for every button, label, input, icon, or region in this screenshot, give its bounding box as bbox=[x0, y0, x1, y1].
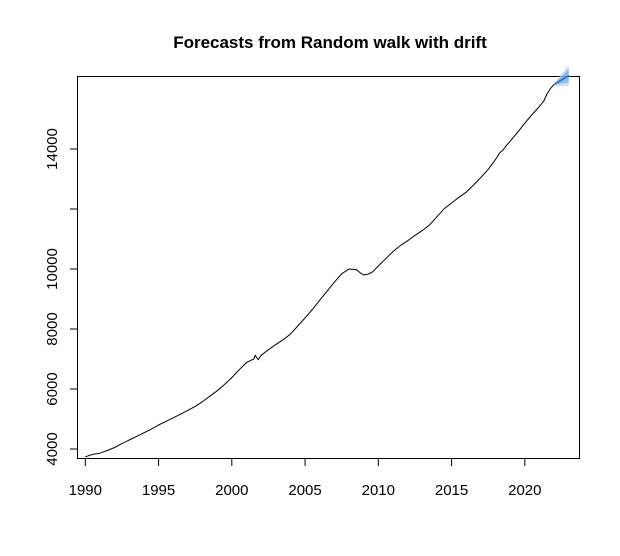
x-tick-label: 2005 bbox=[288, 482, 321, 499]
forecast-intervals bbox=[553, 65, 570, 86]
forecast-mean-line bbox=[553, 74, 570, 86]
series-group bbox=[85, 84, 555, 458]
x-tick-label: 2000 bbox=[215, 482, 248, 499]
x-tick-label: 2015 bbox=[435, 482, 468, 499]
y-tick-label: 4000 bbox=[44, 432, 61, 465]
x-axis: 1990 1995 2000 2005 2010 2015 2020 bbox=[69, 458, 541, 499]
series-line bbox=[85, 84, 555, 458]
y-tick-label: 8000 bbox=[44, 312, 61, 345]
x-tick-label: 2010 bbox=[362, 482, 395, 499]
y-tick-label: 14000 bbox=[44, 128, 61, 170]
y-tick-label: 6000 bbox=[44, 372, 61, 405]
plot-area-border bbox=[77, 76, 580, 459]
x-tick-label: 2020 bbox=[508, 482, 541, 499]
forecast-band-80 bbox=[554, 68, 569, 85]
y-tick-label: 10000 bbox=[44, 248, 61, 290]
x-tick-label: 1995 bbox=[142, 482, 175, 499]
y-axis: 4000 6000 8000 10000 14000 bbox=[44, 128, 78, 466]
x-tick-label: 1990 bbox=[69, 482, 102, 499]
chart-title: Forecasts from Random walk with drift bbox=[173, 33, 487, 52]
